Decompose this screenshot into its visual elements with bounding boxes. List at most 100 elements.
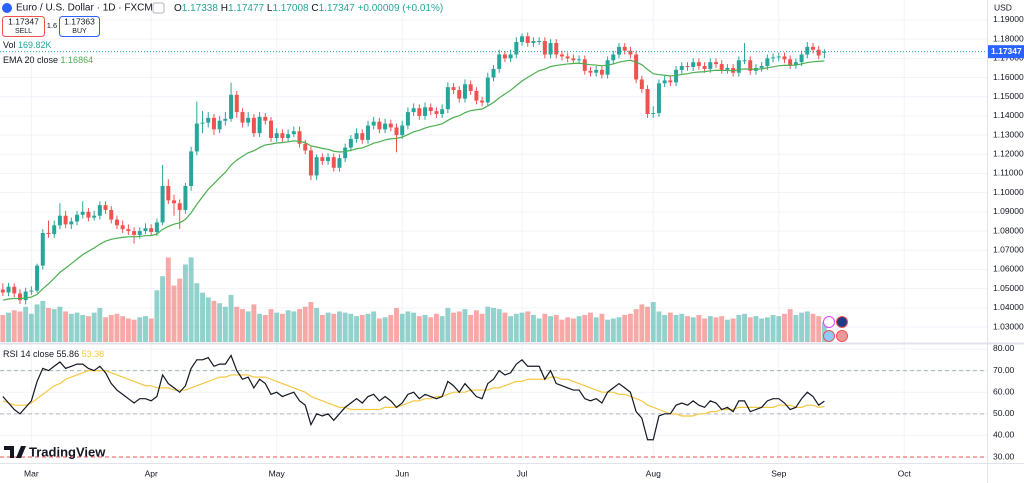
candle-body <box>269 120 273 138</box>
x-tick-label: Oct <box>898 468 912 478</box>
candle-body <box>29 290 34 292</box>
volume-bar <box>234 306 240 342</box>
candle-body <box>417 108 422 116</box>
volume-bar <box>137 317 143 342</box>
volume-bar <box>582 314 588 342</box>
volume-bar <box>416 316 422 342</box>
rsi-tick-label: 40.00 <box>993 430 1015 440</box>
event-icon[interactable] <box>823 330 835 342</box>
candle-body <box>280 133 285 138</box>
high-value: 1.17477 <box>228 3 265 14</box>
candle-body <box>52 225 57 234</box>
event-icon[interactable] <box>823 316 835 328</box>
volume-bar <box>23 306 29 342</box>
sell-button[interactable]: 1.17347 SELL <box>2 16 45 37</box>
volume-bar <box>297 309 302 342</box>
volume-bar <box>673 314 679 342</box>
volume-bar <box>188 257 194 342</box>
y-tick-label: 1.11000 <box>993 168 1023 178</box>
volume-bar <box>11 310 17 342</box>
event-icon[interactable] <box>836 330 848 342</box>
volume-bar <box>222 306 228 342</box>
rsi-ma-line <box>2 370 825 417</box>
currency: USD <box>994 2 1012 12</box>
event-icons[interactable] <box>823 316 848 342</box>
candle-body <box>388 123 393 128</box>
volume-bar <box>211 300 217 342</box>
volume-bar <box>274 312 280 342</box>
candle-body <box>348 138 353 148</box>
candle-body <box>714 62 718 65</box>
rsi-line <box>2 354 825 441</box>
rsi-ma-last: 53.38 <box>82 349 105 359</box>
volume-bar <box>479 313 485 342</box>
candle-body <box>223 118 228 121</box>
volume-bar <box>548 316 554 342</box>
rsi-tick-label: 30.00 <box>993 451 1015 461</box>
candle-body <box>805 46 810 55</box>
buy-box[interactable] <box>59 16 100 37</box>
volume-bar <box>165 257 171 342</box>
volume-bar <box>770 314 776 342</box>
volume-bar <box>177 278 183 342</box>
candle-body <box>428 107 433 112</box>
volume-bar <box>491 307 496 342</box>
volume-bar <box>553 314 559 342</box>
candle-body <box>177 203 182 210</box>
volume-bar <box>428 317 434 342</box>
volume-legend: Vol 169.82K <box>3 40 52 50</box>
volume-bar <box>331 313 337 342</box>
volume-bar <box>662 314 668 342</box>
volume-bar <box>588 312 593 342</box>
rsi-last: 55.86 <box>57 349 80 359</box>
sell-label[interactable]: SELL <box>15 28 32 35</box>
x-tick-label: Aug <box>646 468 661 478</box>
volume-bar <box>285 310 291 342</box>
candle-body <box>320 157 325 162</box>
candle-body <box>240 112 245 123</box>
volume-bar <box>120 316 126 342</box>
candle-layer <box>0 32 827 305</box>
sell-price[interactable]: 1.17347 <box>8 16 39 26</box>
candle-body <box>656 83 661 114</box>
candle-body <box>308 150 313 176</box>
x-tick-label: May <box>269 468 286 478</box>
volume-bar <box>148 318 154 342</box>
volume-bar <box>51 309 57 342</box>
volume-bar <box>376 318 382 342</box>
candle-body <box>354 133 359 139</box>
x-tick-label: Jun <box>395 468 409 478</box>
candle-body <box>405 112 410 126</box>
y-tick-label: 1.19000 <box>993 14 1024 24</box>
candle-body <box>194 123 199 152</box>
logo-text: TradingView <box>29 444 106 459</box>
compare-icon[interactable] <box>152 2 165 14</box>
candle-body <box>400 125 405 136</box>
volume-bar <box>502 312 508 342</box>
volume-bar <box>160 276 166 342</box>
buy-button[interactable]: 1.17363 BUY <box>59 16 100 37</box>
buy-label[interactable]: BUY <box>72 28 87 35</box>
last-price-tag <box>988 45 1024 59</box>
volume-bar <box>194 283 200 342</box>
x-tick-label: Jul <box>517 468 528 478</box>
event-icon[interactable] <box>836 316 848 328</box>
sell-box[interactable] <box>2 16 45 37</box>
candle-body <box>771 57 776 59</box>
candle-body <box>75 214 80 222</box>
volume-bar <box>610 318 616 342</box>
candle-body <box>337 158 342 168</box>
volume-bar <box>34 304 40 342</box>
candle-body <box>211 117 216 130</box>
volume-bar <box>622 314 628 342</box>
buy-price[interactable]: 1.17363 <box>64 16 95 26</box>
candle-body <box>788 59 793 66</box>
candle-body <box>120 225 125 230</box>
candle-body <box>445 87 450 110</box>
candle-body <box>662 80 667 84</box>
volume-bar <box>6 312 12 342</box>
candle-body <box>559 54 564 57</box>
y-tick-label: 1.05000 <box>993 283 1024 293</box>
candle-body <box>491 68 496 78</box>
